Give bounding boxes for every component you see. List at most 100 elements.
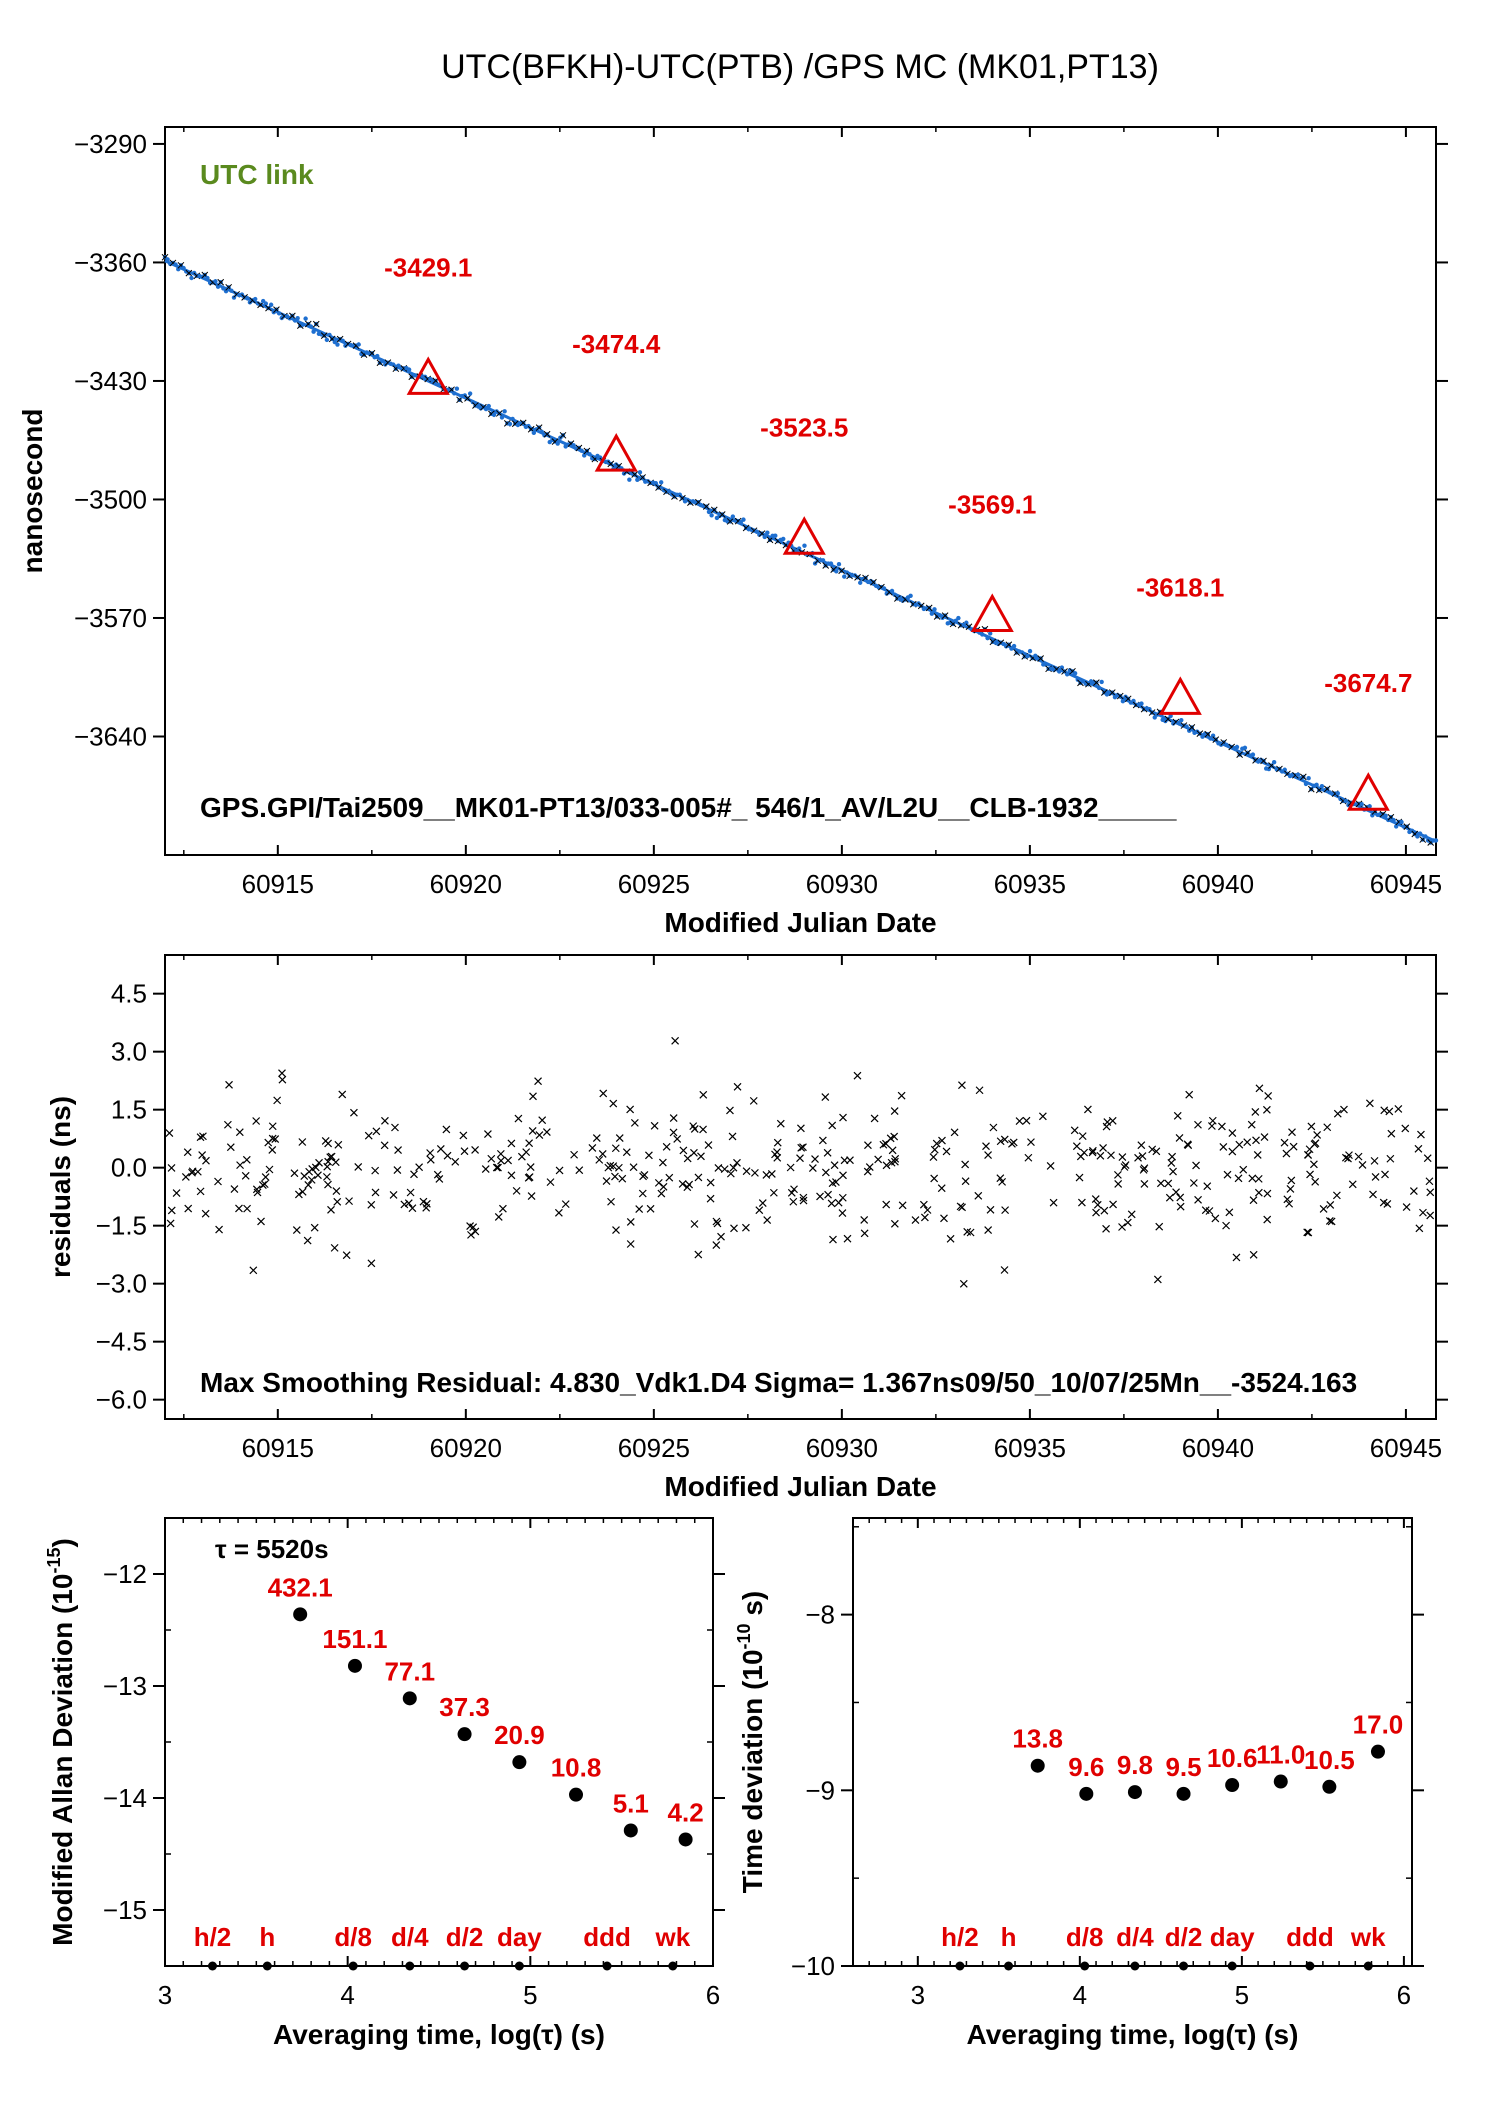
residual-point [706, 1194, 715, 1203]
data-point [467, 391, 473, 396]
residual-point [630, 1118, 639, 1127]
residual-point [886, 1134, 895, 1143]
x-axis-label: Averaging time, log(τ) (s) [273, 2019, 605, 2050]
residual-point [714, 1163, 723, 1172]
deviation-point [1273, 1774, 1288, 1789]
marker-label: -3674.7 [1324, 668, 1412, 698]
residual-point [304, 1180, 313, 1189]
data-point [510, 416, 515, 422]
x-axis-label: Modified Julian Date [664, 907, 936, 938]
residual-point [1205, 1207, 1214, 1215]
data-point [499, 415, 505, 420]
residual-point [332, 1187, 341, 1196]
residual-point [1344, 1154, 1352, 1163]
mdev-plot: 3 4 5 6 −12 −13 −14 −15 Averaging time, log(τ) (… [44, 1517, 725, 2050]
residual-point [166, 1219, 175, 1228]
x-tick-label: 4 [340, 1980, 354, 2010]
residual-point [669, 1128, 678, 1137]
residual-point [310, 1223, 319, 1232]
data-point [1059, 665, 1065, 670]
data-point [889, 588, 895, 594]
residual-point [755, 1206, 764, 1215]
residual-point [290, 1169, 299, 1178]
data-point [1096, 685, 1102, 691]
residual-point [460, 1147, 469, 1156]
residual-point [898, 1201, 907, 1210]
data-point [677, 492, 682, 497]
data-point [1234, 744, 1240, 750]
residual-point [771, 1150, 779, 1159]
residual-point [1310, 1140, 1319, 1149]
residual-point [1323, 1123, 1332, 1132]
y-tick-label: −4.5 [96, 1327, 147, 1357]
residual-point [615, 1134, 624, 1143]
data-point [1116, 692, 1124, 700]
residual-point [823, 1148, 832, 1157]
residual-point [790, 1185, 798, 1194]
residual-point [1217, 1122, 1226, 1131]
data-point [213, 279, 218, 284]
data-points [161, 253, 1439, 846]
residual-point [1264, 1092, 1273, 1100]
residual-point [1175, 1133, 1184, 1142]
y-tick-label: −3570 [74, 603, 147, 633]
data-point [1282, 767, 1287, 772]
data-point [730, 514, 736, 519]
data-point [1266, 766, 1272, 772]
data-point [1120, 698, 1126, 704]
residual-point [167, 1206, 176, 1215]
residual-point [1326, 1200, 1335, 1209]
residual-point [226, 1143, 235, 1152]
residual-point [799, 1196, 808, 1205]
triangle-marker [1346, 772, 1390, 811]
residual-point [975, 1086, 984, 1095]
data-point [335, 342, 340, 347]
residual-point [697, 1152, 705, 1161]
y-axis-label: nanosecond [17, 409, 48, 574]
data-point [390, 362, 396, 367]
residual-point [1235, 1140, 1244, 1149]
data-point [1335, 791, 1341, 796]
residual-point [1137, 1141, 1146, 1150]
residual-point [773, 1153, 782, 1162]
point-label: 9.5 [1165, 1752, 1201, 1782]
triangle-marker [970, 593, 1014, 632]
residual-point [607, 1197, 615, 1206]
residual-point [694, 1173, 703, 1182]
residual-point [235, 1128, 244, 1137]
data-point [842, 574, 847, 579]
residual-point [315, 1158, 323, 1167]
data-point [185, 269, 193, 277]
data-point [702, 503, 710, 510]
residual-point [712, 1241, 721, 1250]
data-point [263, 301, 269, 306]
x-axis-label: Modified Julian Date [664, 1471, 936, 1502]
data-point [1370, 813, 1375, 818]
residual-point [1282, 1149, 1291, 1158]
time-marker-label: d/2 [446, 1922, 484, 1952]
residual-point [863, 1167, 872, 1176]
data-point [1391, 817, 1396, 823]
deviation-point [512, 1755, 527, 1770]
residual-point [984, 1226, 993, 1234]
residual-point [758, 1199, 767, 1208]
data-point [535, 424, 543, 431]
data-point [452, 391, 457, 396]
x-tick-label: 60940 [1182, 869, 1254, 899]
residual-point [1194, 1120, 1202, 1129]
data-point [781, 536, 786, 542]
time-marker [1179, 1961, 1189, 1971]
residual-point [1046, 1161, 1055, 1170]
residual-point [704, 1141, 713, 1150]
y-tick-label: −3290 [74, 129, 147, 159]
time-marker [405, 1961, 415, 1971]
residual-point [599, 1089, 608, 1098]
data-point [502, 409, 507, 414]
time-marker [262, 1961, 272, 1971]
data-point [173, 262, 178, 267]
data-point [932, 607, 937, 612]
residual-point [1118, 1223, 1126, 1231]
data-point [579, 448, 584, 453]
time-marker-label: d/8 [334, 1922, 372, 1952]
